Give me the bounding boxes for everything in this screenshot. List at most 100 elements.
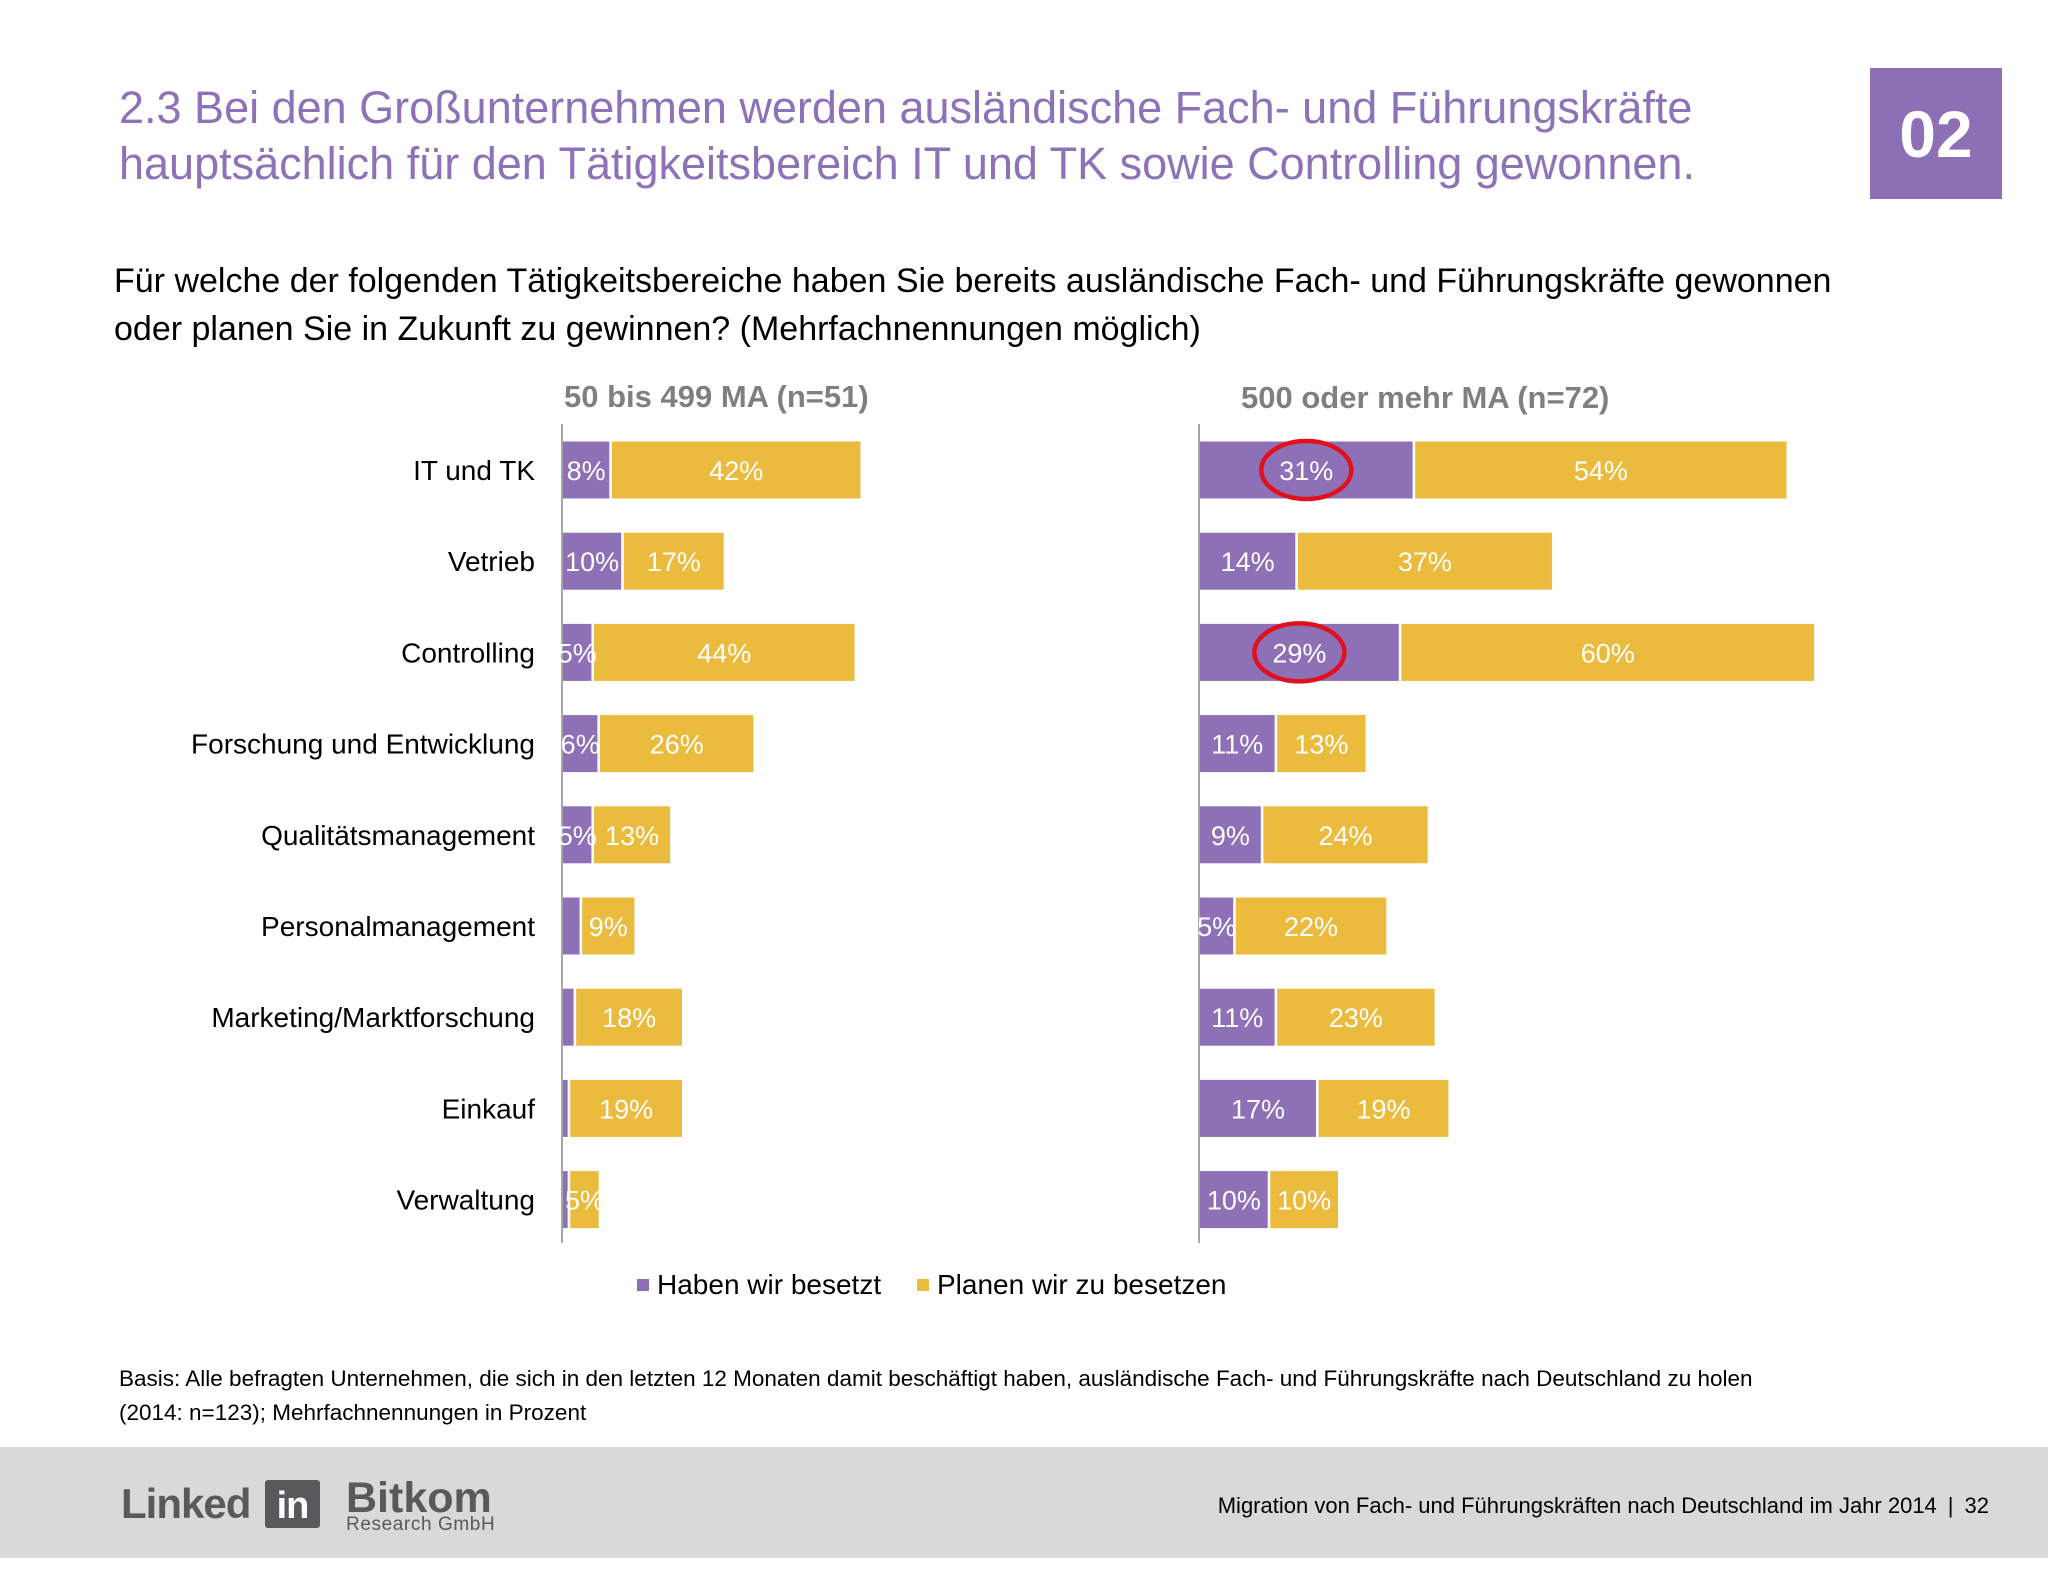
category-label: Personalmanagement xyxy=(261,911,535,942)
panel-title: 500 oder mehr MA (n=72) xyxy=(1241,380,1609,415)
bar-value-label: 23% xyxy=(1329,1003,1383,1033)
slide-title-line-2: hauptsächlich für den Tätigkeitsbereich … xyxy=(119,138,1695,189)
linkedin-logo-wordmark: Linked xyxy=(121,1480,251,1527)
bar-segment-planen xyxy=(1318,1079,1449,1137)
page-number: 32 xyxy=(1964,1493,1989,1518)
bar-segments xyxy=(563,441,861,1229)
chart-panel-1: 50 bis 499 MA (n=51) 8% 42% 10% 17% 5% 44% 6% 26… xyxy=(558,379,869,1243)
bar-value-label: 5% xyxy=(565,1186,604,1216)
footer-document-title: Migration von Fach- und Führungskräften … xyxy=(1217,1493,1937,1518)
bar-value-label: 11% xyxy=(1211,730,1263,760)
bar-segment-haben xyxy=(1200,715,1275,773)
bar-segment-haben xyxy=(1200,1171,1268,1229)
highlight-circle xyxy=(1259,438,1354,502)
bar-segment-planen xyxy=(611,441,861,499)
linkedin-logo-icon: in xyxy=(265,1480,320,1528)
footer-bar: Linked in Bitkom Research GmbH Migration… xyxy=(0,1447,2048,1558)
bar-segment-haben xyxy=(1200,532,1296,590)
bar-value-label: 19% xyxy=(599,1094,653,1124)
category-label: Forschung und Entwicklung xyxy=(191,729,535,760)
bar-segment-haben xyxy=(563,715,598,773)
bar-value-labels: 8% 42% 10% 17% 5% 44% 6% 26% 5% 13% 9% 18% 19% 5% xyxy=(558,456,764,1216)
legend-swatch-haben xyxy=(637,1279,649,1291)
bar-value-label: 13% xyxy=(1294,730,1348,760)
bar-value-label: 14% xyxy=(1221,547,1275,577)
bar-value-label: 17% xyxy=(647,547,701,577)
bar-segment-planen xyxy=(1235,897,1387,955)
bar-value-label: 60% xyxy=(1581,638,1635,668)
legend-label-haben: Haben wir besetzt xyxy=(657,1269,882,1300)
bar-segment-planen xyxy=(1270,1171,1338,1229)
slide-title: 2.3 Bei den Großunternehmen werden auslä… xyxy=(119,80,1695,192)
survey-question: Für welche der folgenden Tätigkeitsberei… xyxy=(114,257,1831,353)
bar-segment-haben xyxy=(563,988,574,1046)
bar-segment-planen xyxy=(594,623,855,681)
bar-segment-haben xyxy=(563,1079,568,1137)
footer-separator: | xyxy=(1947,1493,1954,1518)
bar-segment-planen xyxy=(1277,988,1435,1046)
bitkom-logo-wordmark: Bitkom xyxy=(346,1474,492,1522)
section-number-badge: 02 xyxy=(1870,68,2002,199)
bar-segment-haben xyxy=(1200,806,1261,864)
category-label: Qualitätsmanagement xyxy=(261,820,535,851)
bar-segment-planen xyxy=(1263,806,1428,864)
bar-value-labels: 31% 54% 14% 37% 29% 60% 11% 13% 9% 24% 5% 22% 11% 23%… xyxy=(1197,456,1635,1216)
bar-segment-planen xyxy=(1297,532,1552,590)
legend-swatch-planen xyxy=(917,1279,929,1291)
bar-segment-haben xyxy=(563,897,580,955)
bar-segment-haben xyxy=(563,532,622,590)
bar-value-label: 5% xyxy=(1197,912,1236,942)
bar-segment-haben xyxy=(1200,441,1413,499)
bar-segments xyxy=(1200,441,1815,1229)
bar-value-label: 6% xyxy=(561,730,600,760)
bar-value-label: 8% xyxy=(567,456,606,486)
footnote-line-2: (2014: n=123); Mehrfachnennungen in Proz… xyxy=(119,1400,587,1425)
category-label: IT und TK xyxy=(413,455,535,486)
bar-segment-planen xyxy=(582,897,635,955)
category-label: Verwaltung xyxy=(396,1185,535,1216)
bar-segment-haben xyxy=(563,806,592,864)
category-label: Marketing/Marktforschung xyxy=(211,1002,535,1033)
survey-question-line-2: oder planen Sie in Zukunft zu gewinnen? … xyxy=(114,310,1201,348)
category-label: Vetrieb xyxy=(448,546,535,577)
bar-segment-planen xyxy=(594,806,671,864)
highlight-circle xyxy=(1252,621,1347,684)
category-label: Controlling xyxy=(401,637,535,668)
bar-value-label: 10% xyxy=(1277,1186,1331,1216)
category-label: Einkauf xyxy=(442,1093,536,1124)
bar-value-label: 42% xyxy=(709,456,763,486)
bar-segment-planen xyxy=(570,1171,599,1229)
legend-label-planen: Planen wir zu besetzen xyxy=(937,1269,1227,1300)
chart-panel-2: 500 oder mehr MA (n=72) 31% 54% 14% 37% 29% 60… xyxy=(1197,380,1815,1243)
bar-segment-planen xyxy=(570,1079,682,1137)
footnote: Basis: Alle befragten Unternehmen, die s… xyxy=(119,1362,1753,1430)
bar-value-label: 19% xyxy=(1356,1094,1410,1124)
bar-value-label: 29% xyxy=(1272,638,1326,668)
bar-value-label: 10% xyxy=(1207,1186,1261,1216)
footnote-line-1: Basis: Alle befragten Unternehmen, die s… xyxy=(119,1366,1753,1391)
bar-segment-haben xyxy=(563,1171,568,1229)
bar-value-label: 24% xyxy=(1319,821,1373,851)
bar-value-label: 54% xyxy=(1574,456,1628,486)
bar-value-label: 9% xyxy=(1211,821,1250,851)
bar-segment-haben xyxy=(1200,988,1275,1046)
slide-title-line-1: 2.3 Bei den Großunternehmen werden auslä… xyxy=(119,82,1693,133)
stacked-bar-chart: IT und TK Vetrieb Controlling Forschung und… xyxy=(191,379,1815,1243)
bar-value-label: 26% xyxy=(650,730,704,760)
category-axis-labels: IT und TK Vetrieb Controlling Forschung und… xyxy=(191,455,535,1216)
bar-value-label: 11% xyxy=(1211,1003,1263,1033)
bar-value-label: 13% xyxy=(605,821,659,851)
bar-value-label: 5% xyxy=(558,821,597,851)
bar-value-label: 5% xyxy=(558,638,597,668)
bar-value-label: 22% xyxy=(1284,912,1338,942)
bar-segment-haben xyxy=(1200,623,1399,681)
bar-segment-planen xyxy=(1415,441,1787,499)
survey-question-line-1: Für welche der folgenden Tätigkeitsberei… xyxy=(114,262,1832,300)
bitkom-logo-subline: Research GmbH xyxy=(346,1514,496,1535)
bar-segment-planen xyxy=(623,532,724,590)
bar-segment-haben xyxy=(563,441,610,499)
panel-title: 50 bis 499 MA (n=51) xyxy=(564,379,869,414)
bar-value-label: 17% xyxy=(1231,1094,1285,1124)
bar-value-label: 9% xyxy=(589,912,628,942)
legend-item-haben: Haben wir besetzt xyxy=(637,1268,881,1302)
